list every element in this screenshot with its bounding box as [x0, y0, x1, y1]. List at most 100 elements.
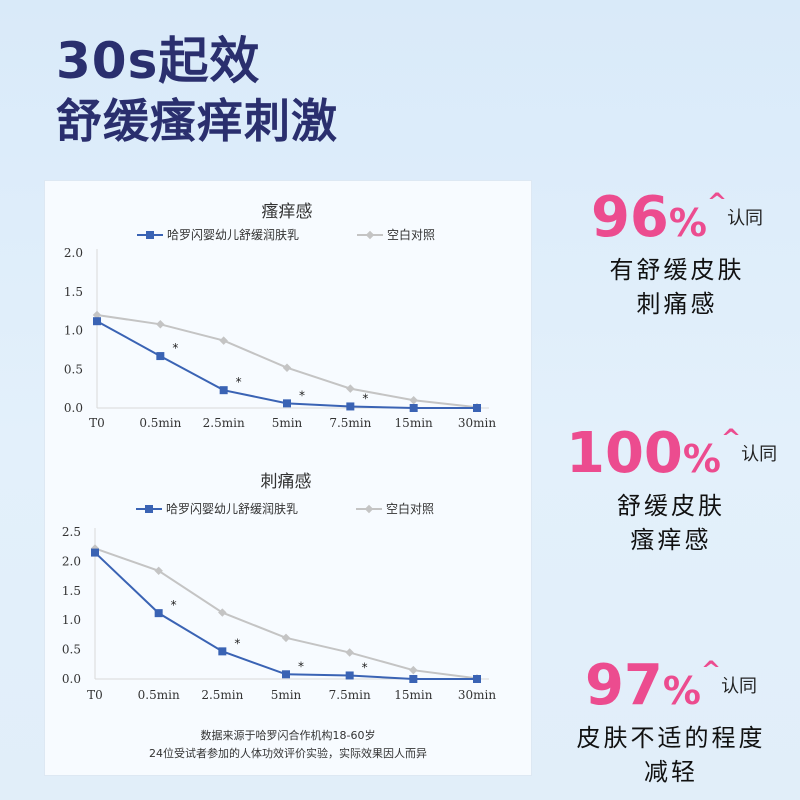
chart-title: 瘙痒感	[262, 202, 313, 222]
point-product	[283, 399, 291, 408]
significance-annotation: *	[172, 341, 178, 355]
point-control	[409, 396, 418, 405]
point-product	[219, 386, 228, 395]
y-tick-label: 0.5	[62, 643, 81, 657]
x-tick-label: 30min	[458, 416, 496, 430]
y-tick-label: 2.0	[62, 554, 81, 568]
significance-annotation: *	[299, 388, 305, 402]
point-product	[282, 670, 290, 679]
stat-caret: ^	[720, 424, 742, 452]
point-product	[473, 675, 481, 683]
significance-annotation: *	[298, 659, 304, 673]
point-product	[154, 609, 163, 618]
legend-marker-control	[364, 504, 374, 514]
stat-desc-line1: 皮肤不适的程度	[576, 724, 766, 752]
y-tick-label: 1.0	[62, 613, 81, 627]
significance-annotation: *	[362, 660, 368, 674]
point-control	[281, 633, 291, 643]
point-product	[156, 352, 165, 361]
series-line-product	[94, 551, 477, 680]
point-control	[409, 665, 418, 675]
x-tick-label: 2.5min	[203, 416, 245, 430]
point-control	[282, 363, 292, 372]
footnote-line2: 24位受试者参加的人体功效评价实验，实际效果因人而异	[149, 746, 427, 760]
x-tick-label: 15min	[395, 416, 433, 430]
significance-annotation: *	[171, 598, 177, 612]
x-tick-label: 5min	[272, 416, 303, 430]
point-control	[92, 310, 102, 320]
point-product	[93, 317, 101, 326]
chart-panel: 瘙痒感 哈罗闪婴幼儿舒缓润肤乳 空白对照 0.0 0.5 1.0 1.5 2.0 T0 0.5mi…	[44, 180, 532, 776]
y-tick-label: 0.0	[62, 672, 81, 686]
headline: 30s起效 舒缓瘙痒刺激	[56, 32, 338, 152]
point-control	[154, 566, 163, 576]
legend-label-product: 哈罗闪婴幼儿舒缓润肤乳	[166, 501, 298, 516]
x-tick-label: 5min	[271, 688, 302, 702]
x-tick-label: T0	[89, 416, 105, 430]
x-tick-label: 7.5min	[329, 416, 371, 430]
legend-marker-control	[365, 230, 375, 240]
stat-block-1: 96%^认同 有舒缓皮肤 刺痛感	[572, 172, 782, 321]
x-tick-label: 2.5min	[201, 688, 243, 702]
point-product	[409, 404, 418, 412]
point-product	[346, 402, 355, 411]
y-tick-label: 1.0	[64, 324, 83, 338]
stat-caret: ^	[700, 656, 722, 684]
stat-desc-line2: 减轻	[644, 758, 698, 786]
point-product	[345, 671, 354, 680]
stat-percent-sign: %	[668, 201, 707, 245]
stat-percentage: 100%^认同	[566, 408, 778, 489]
stat-suffix: 认同	[721, 676, 758, 697]
x-tick-label: 0.5min	[139, 416, 181, 430]
stat-percentage: 96%^认同	[572, 172, 782, 253]
stat-percent-sign: %	[682, 437, 721, 481]
stat-number: 100	[566, 421, 683, 486]
point-control	[156, 320, 165, 329]
x-tick-label: T0	[87, 688, 103, 702]
legend-label-product: 哈罗闪婴幼儿舒缓润肤乳	[167, 227, 299, 242]
stat-number: 96	[590, 185, 669, 250]
y-tick-label: 0.0	[64, 401, 83, 415]
stat-caret: ^	[706, 188, 728, 216]
legend-label-control: 空白对照	[386, 501, 434, 516]
point-control	[219, 336, 228, 345]
x-tick-label: 0.5min	[138, 688, 180, 702]
point-control	[218, 608, 227, 617]
headline-line1: 30s起效	[56, 32, 261, 90]
stat-suffix: 认同	[727, 208, 764, 229]
stat-number: 97	[584, 653, 663, 718]
chart-title: 刺痛感	[261, 472, 312, 492]
stat-percent-sign: %	[662, 669, 701, 713]
legend-marker-product	[146, 231, 154, 239]
point-product	[91, 548, 99, 557]
stat-block-3: 97%^认同 皮肤不适的程度 减轻	[556, 640, 786, 789]
stat-desc-line1: 舒缓皮肤	[617, 492, 725, 520]
significance-annotation: *	[236, 375, 242, 389]
legend-label-control: 空白对照	[387, 227, 435, 242]
stat-desc-line2: 刺痛感	[636, 290, 718, 318]
point-control	[346, 384, 355, 393]
stat-percentage: 97%^认同	[556, 640, 786, 721]
x-tick-label: 30min	[458, 688, 496, 702]
y-tick-label: 2.5	[62, 525, 81, 539]
significance-annotation: *	[362, 391, 368, 405]
point-product	[409, 675, 418, 683]
legend-marker-product	[145, 505, 153, 513]
series-line-control	[96, 314, 478, 409]
significance-annotation: *	[234, 636, 240, 650]
headline-line2: 舒缓瘙痒刺激	[56, 94, 338, 148]
stat-desc-line2: 瘙痒感	[630, 526, 712, 554]
y-tick-label: 2.0	[64, 246, 83, 260]
y-tick-label: 1.5	[64, 285, 83, 299]
x-tick-label: 15min	[394, 688, 432, 702]
stat-suffix: 认同	[741, 444, 778, 465]
point-control	[345, 648, 354, 657]
y-tick-label: 1.5	[62, 584, 81, 598]
series-line-control	[94, 547, 478, 680]
point-product	[218, 647, 227, 656]
stat-block-2: 100%^认同 舒缓皮肤 瘙痒感	[566, 408, 778, 557]
y-tick-label: 0.5	[64, 362, 83, 376]
stat-desc-line1: 有舒缓皮肤	[609, 256, 745, 284]
footnote-line1: 数据来源于哈罗闪合作机构18-60岁	[201, 728, 376, 742]
